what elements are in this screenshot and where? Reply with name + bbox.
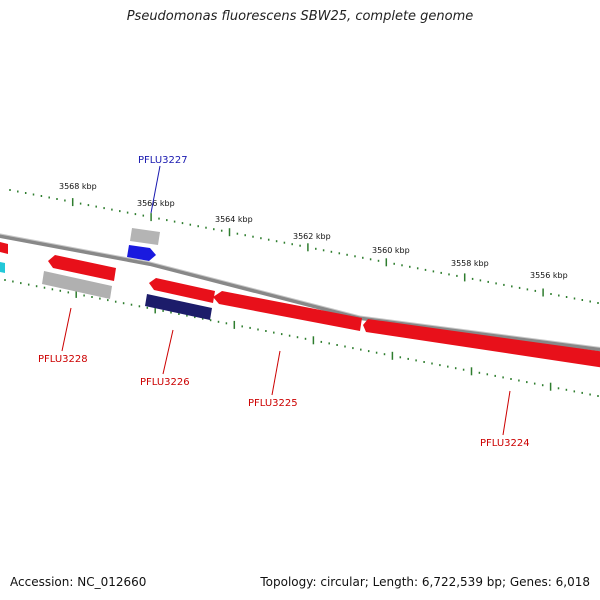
gene-label-pflu3224[interactable]: PFLU3224 xyxy=(480,438,530,449)
gene-pflu3226-red[interactable] xyxy=(149,278,215,303)
gene-pflu3228-red[interactable] xyxy=(48,255,116,281)
gene-pflu3226[interactable] xyxy=(145,294,212,320)
gene-pflu3225[interactable] xyxy=(213,291,362,331)
leader-pflu3224 xyxy=(502,390,511,436)
kbp-label: 3564 kbp xyxy=(215,215,253,224)
gene-edge-red[interactable] xyxy=(0,242,8,254)
kbp-label: 3556 kbp xyxy=(530,271,568,280)
gene-label-pflu3227[interactable]: PFLU3227 xyxy=(138,155,188,166)
kbp-label: 3566 kbp xyxy=(137,199,175,208)
map-title: Pseudomonas fluorescens SBW25, complete … xyxy=(126,9,474,24)
outer-tick-track xyxy=(9,189,599,304)
kbp-label: 3560 kbp xyxy=(372,246,410,255)
topology-text: Topology: circular; Length: 6,722,539 bp… xyxy=(260,575,590,589)
gene-pflu3227[interactable] xyxy=(127,245,156,261)
kbp-label: 3558 kbp xyxy=(451,259,489,268)
kbp-label: 3568 kbp xyxy=(59,182,97,191)
gene-pflu3227-grey[interactable] xyxy=(130,228,160,245)
accession-label: Accession: xyxy=(10,575,74,589)
genome-backbone xyxy=(0,233,600,352)
leader-pflu3225 xyxy=(271,350,281,396)
gene-pflu3228[interactable] xyxy=(42,271,112,299)
kbp-label: 3562 kbp xyxy=(293,232,331,241)
leader-pflu3226 xyxy=(162,329,174,375)
accession-text: Accession: NC_012660 xyxy=(10,575,146,589)
accession-value: NC_012660 xyxy=(77,575,147,589)
leader-pflu3227 xyxy=(150,165,161,214)
genome-backbone-highlight xyxy=(0,233,600,348)
gene-pflu3224[interactable] xyxy=(363,319,600,368)
inner-tick-track xyxy=(4,279,599,397)
gene-label-pflu3228[interactable]: PFLU3228 xyxy=(38,354,88,365)
gene-edge-cyan[interactable] xyxy=(0,262,5,273)
gene-label-pflu3225[interactable]: PFLU3225 xyxy=(248,398,298,409)
leader-pflu3228 xyxy=(61,307,72,352)
gene-label-pflu3226[interactable]: PFLU3226 xyxy=(140,377,190,388)
